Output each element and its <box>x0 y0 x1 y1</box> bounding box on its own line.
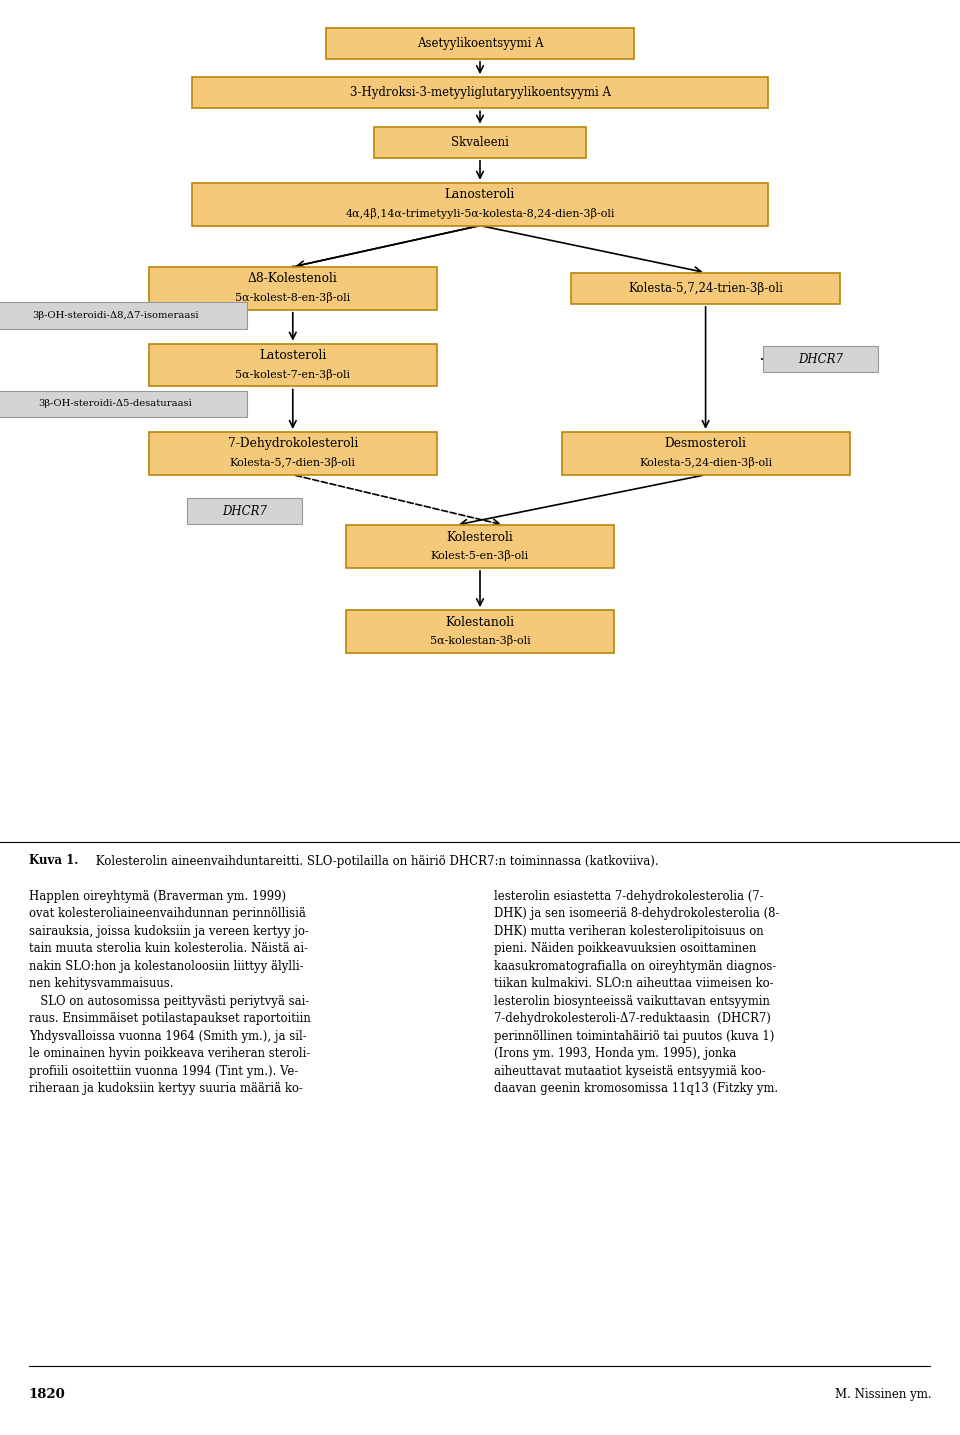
Text: Asetyylikoentsyymi A: Asetyylikoentsyymi A <box>417 37 543 50</box>
Text: 1820: 1820 <box>29 1388 65 1402</box>
FancyBboxPatch shape <box>192 182 768 225</box>
Text: DHCR7: DHCR7 <box>799 353 843 366</box>
FancyBboxPatch shape <box>374 126 586 158</box>
Text: lesterolin esiastetta 7-dehydrokolesterolia (7-
DHK) ja sen isomeeriä 8-dehydrok: lesterolin esiastetta 7-dehydrokolestero… <box>494 890 780 1095</box>
Text: 5α-kolest-7-en-3β-oli: 5α-kolest-7-en-3β-oli <box>235 369 350 380</box>
FancyBboxPatch shape <box>763 346 878 373</box>
Text: Kolestanoli: Kolestanoli <box>445 616 515 629</box>
Text: M. Nissinen ym.: M. Nissinen ym. <box>834 1388 931 1402</box>
Text: Kolesta-5,7-dien-3β-oli: Kolesta-5,7-dien-3β-oli <box>229 458 356 468</box>
FancyBboxPatch shape <box>562 432 850 475</box>
Text: Kolest-5-en-3β-oli: Kolest-5-en-3β-oli <box>431 551 529 561</box>
Text: 3β-OH-steroidi-Δ5-desaturaasi: 3β-OH-steroidi-Δ5-desaturaasi <box>38 399 192 409</box>
Text: Kolesterolin aineenvaihduntareitti. SLO-potilailla on häiriö DHCR7:n toiminnassa: Kolesterolin aineenvaihduntareitti. SLO-… <box>92 854 659 868</box>
Text: Lanosteroli: Lanosteroli <box>444 188 516 201</box>
FancyBboxPatch shape <box>346 610 614 653</box>
Text: Latosteroli: Latosteroli <box>259 349 326 362</box>
FancyBboxPatch shape <box>326 27 634 59</box>
FancyBboxPatch shape <box>0 303 248 329</box>
Text: 3-Hydroksi-3-metyyliglutaryylikoentsyymi A: 3-Hydroksi-3-metyyliglutaryylikoentsyymi… <box>349 86 611 99</box>
FancyBboxPatch shape <box>149 343 437 386</box>
Text: DHCR7: DHCR7 <box>223 505 267 518</box>
Text: Kolesteroli: Kolesteroli <box>446 531 514 544</box>
Text: Kuva 1.: Kuva 1. <box>29 854 78 868</box>
FancyBboxPatch shape <box>192 77 768 109</box>
Text: Kolesta-5,24-dien-3β-oli: Kolesta-5,24-dien-3β-oli <box>639 458 772 468</box>
Text: Kolesta-5,7,24-trien-3β-oli: Kolesta-5,7,24-trien-3β-oli <box>628 281 783 294</box>
Text: 5α-kolest-8-en-3β-oli: 5α-kolest-8-en-3β-oli <box>235 293 350 303</box>
FancyBboxPatch shape <box>0 390 248 418</box>
FancyBboxPatch shape <box>149 267 437 310</box>
Text: Desmosteroli: Desmosteroli <box>664 438 747 451</box>
Text: Δ8-Kolestenoli: Δ8-Kolestenoli <box>248 273 338 286</box>
FancyBboxPatch shape <box>187 498 302 524</box>
Text: Happlen oireyhtymä (Braverman ym. 1999)
ovat kolesteroliaineenvaihdunnan perinnö: Happlen oireyhtymä (Braverman ym. 1999) … <box>29 890 310 1095</box>
FancyBboxPatch shape <box>571 273 840 304</box>
Text: 5α-kolestan-3β-oli: 5α-kolestan-3β-oli <box>430 636 530 647</box>
FancyBboxPatch shape <box>346 525 614 568</box>
Text: 3β-OH-steroidi-Δ8,Δ7-isomeraasi: 3β-OH-steroidi-Δ8,Δ7-isomeraasi <box>32 311 199 320</box>
Text: Skvaleeni: Skvaleeni <box>451 136 509 149</box>
Text: 4α,4β,14α-trimetyyli-5α-kolesta-8,24-dien-3β-oli: 4α,4β,14α-trimetyyli-5α-kolesta-8,24-die… <box>346 208 614 220</box>
FancyBboxPatch shape <box>149 432 437 475</box>
Text: 7-Dehydrokolesteroli: 7-Dehydrokolesteroli <box>228 438 358 451</box>
